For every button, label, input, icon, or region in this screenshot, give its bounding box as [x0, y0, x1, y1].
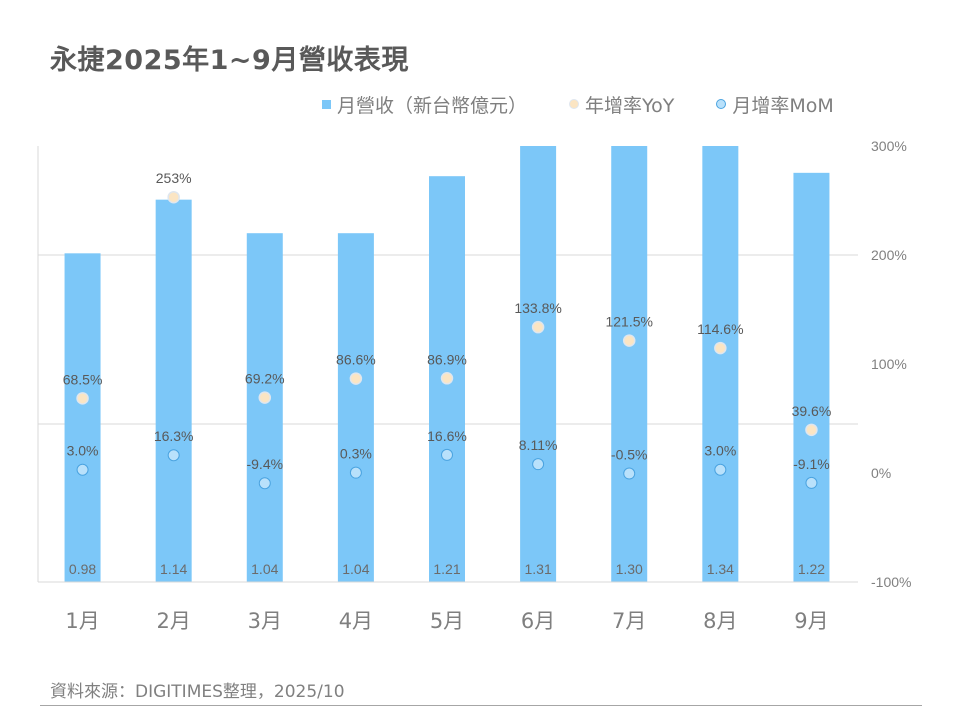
revenue-bar	[611, 146, 648, 582]
revenue-label: 1.31	[524, 561, 551, 577]
mom-point	[258, 477, 271, 490]
yoy-point	[622, 334, 636, 347]
mom-point	[532, 458, 545, 471]
x-axis-tick: 9月	[794, 609, 828, 633]
y-axis-right-tick: 200%	[871, 247, 907, 263]
x-axis-tick: 2月	[156, 609, 190, 633]
yoy-label: 86.6%	[336, 352, 376, 368]
chart-title: 永捷2025年1~9月營收表現	[50, 45, 409, 76]
x-axis-tick: 3月	[248, 609, 282, 633]
x-axis-tick: 1月	[65, 609, 99, 633]
mom-point	[805, 476, 818, 489]
legend-swatch-yoy	[569, 99, 580, 109]
revenue-bar	[793, 172, 830, 583]
yoy-point	[258, 391, 272, 404]
revenue-bar	[155, 199, 192, 582]
mom-point	[76, 463, 89, 476]
revenue-label: 1.14	[160, 561, 187, 577]
mom-point	[714, 463, 727, 476]
mom-point	[623, 467, 636, 480]
yoy-point	[531, 320, 545, 334]
revenue-label: 1.21	[433, 561, 460, 577]
yoy-point	[167, 190, 180, 204]
legend-label-revenue: 月營收（新台幣億元）	[337, 94, 528, 117]
mom-point	[349, 466, 362, 479]
legend-item-revenue: 月營收（新台幣億元）	[322, 91, 527, 118]
x-axis-tick: 4月	[339, 609, 373, 633]
legend-label-yoy: 年增率YoY	[585, 94, 675, 117]
mom-label: -0.5%	[611, 447, 648, 463]
legend-label-mom: 月增率MoM	[732, 94, 834, 117]
revenue-label: 1.22	[798, 561, 825, 577]
mom-label: 3.0%	[67, 443, 99, 459]
legend-item-mom: 月增率MoM	[716, 91, 834, 118]
revenue-bar	[64, 253, 101, 583]
mom-label: 16.3%	[154, 428, 194, 444]
yoy-point	[349, 372, 363, 385]
yoy-label: 121.5%	[605, 314, 652, 330]
x-axis-tick: 8月	[703, 609, 737, 633]
revenue-label: 1.34	[707, 561, 734, 577]
mom-label: -9.4%	[246, 456, 283, 472]
yoy-label: 253%	[156, 170, 192, 186]
x-axis-tick: 5月	[430, 609, 464, 633]
legend-swatch-mom	[716, 99, 727, 109]
y-axis-right-tick: 100%	[871, 356, 907, 372]
mom-label: 0.3%	[340, 446, 372, 462]
revenue-label: 1.04	[342, 561, 369, 577]
yoy-label: 68.5%	[63, 371, 103, 387]
revenue-label: 1.04	[251, 561, 278, 577]
mom-label: 3.0%	[704, 443, 736, 459]
yoy-point	[76, 392, 89, 405]
revenue-label: 1.30	[616, 561, 643, 577]
yoy-label: 39.6%	[792, 403, 832, 419]
mom-point	[441, 448, 453, 461]
legend-swatch-revenue	[322, 99, 331, 109]
footer-divider	[40, 705, 922, 706]
yoy-point	[440, 372, 454, 385]
revenue-bar	[337, 233, 374, 582]
yoy-point	[714, 341, 727, 355]
yoy-label: 69.2%	[245, 371, 285, 387]
x-axis-tick: 6月	[521, 609, 555, 633]
yoy-label: 86.9%	[427, 351, 467, 367]
revenue-bar	[246, 233, 283, 582]
y-axis-right-tick: -100%	[871, 574, 911, 590]
legend-item-yoy: 年增率YoY	[569, 91, 674, 118]
yoy-label: 114.6%	[697, 321, 743, 337]
source-note: 資料來源：DIGITIMES整理，2025/10	[50, 682, 345, 702]
y-axis-right-tick: 0%	[871, 465, 891, 481]
yoy-point	[805, 423, 818, 437]
mom-label: 8.11%	[519, 437, 558, 453]
revenue-bar	[520, 146, 557, 582]
mom-label: 16.6%	[427, 428, 467, 444]
x-axis-tick: 7月	[612, 609, 646, 633]
yoy-label: 133.8%	[514, 300, 561, 316]
chart-legend: 月營收（新台幣億元） 年增率YoY 月增率MoM	[322, 91, 834, 118]
mom-point	[167, 449, 180, 462]
revenue-bar	[702, 146, 739, 582]
revenue-label: 0.98	[69, 561, 96, 577]
y-axis-right-tick: 300%	[871, 138, 907, 154]
mom-label: -9.1%	[793, 456, 830, 472]
